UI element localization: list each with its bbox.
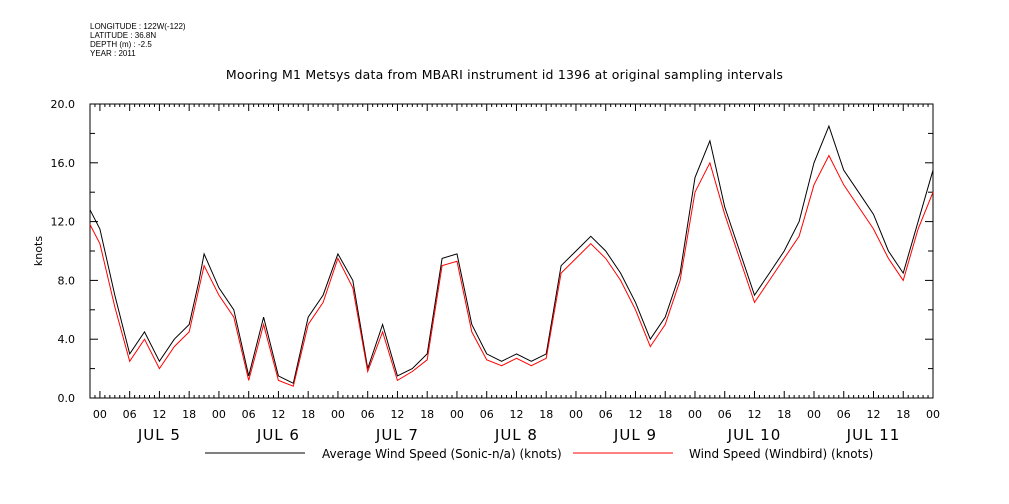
x-tick-label: 00 (807, 408, 821, 421)
x-tick-label: 00 (569, 408, 583, 421)
series-group (89, 124, 934, 387)
y-tick-label: 4.0 (58, 333, 76, 346)
series-line-average-wind (89, 124, 934, 385)
x-tick-label: 06 (599, 408, 613, 421)
x-tick-label: 18 (777, 408, 791, 421)
x-tick-label: 00 (331, 408, 345, 421)
depth-label: DEPTH (m) : -2.5 (90, 40, 152, 49)
x-day-label: JUL 9 (613, 426, 657, 444)
x-tick-label: 00 (926, 408, 940, 421)
x-tick-label: 12 (390, 408, 404, 421)
x-axis-tick-labels: 00 06 12 18 00 06 12 18 00 06 12 18 00 06 12 18 00 06 12 18… (93, 408, 940, 421)
x-tick-label: 00 (93, 408, 107, 421)
x-tick-label: 18 (539, 408, 553, 421)
plot-frame (89, 103, 934, 399)
x-tick-label: 18 (301, 408, 315, 421)
x-tick-label: 06 (480, 408, 494, 421)
x-tick-label: 18 (658, 408, 672, 421)
x-tick-label: 18 (420, 408, 434, 421)
metadata-block: LONGITUDE : 122W(-122) LATITUDE : 36.8N … (90, 22, 186, 58)
x-tick-label: 12 (509, 408, 523, 421)
y-axis-tick-labels: 0.0 4.0 8.0 12.0 16.0 20.0 (51, 98, 76, 405)
x-tick-label: 00 (688, 408, 702, 421)
x-tick-label: 12 (271, 408, 285, 421)
y-tick-label: 16.0 (51, 157, 76, 170)
x-day-label: JUL 5 (137, 426, 181, 444)
y-tick-label: 0.0 (58, 392, 76, 405)
year-label: YEAR : 2011 (90, 49, 136, 58)
x-tick-label: 12 (866, 408, 880, 421)
x-tick-label: 18 (182, 408, 196, 421)
x-day-label: JUL 11 (846, 426, 901, 444)
y-tick-label: 12.0 (51, 216, 76, 229)
longitude-label: LONGITUDE : 122W(-122) (90, 22, 186, 31)
x-tick-label: 12 (152, 408, 166, 421)
x-day-label: JUL 6 (256, 426, 300, 444)
series-line-windbird (89, 154, 934, 387)
legend-label-windbird: Wind Speed (Windbird) (knots) (689, 447, 873, 461)
y-tick-label: 8.0 (58, 274, 76, 287)
x-day-label: JUL 8 (494, 426, 538, 444)
x-day-label: JUL 7 (375, 426, 419, 444)
x-tick-label: 12 (628, 408, 642, 421)
x-tick-label: 12 (747, 408, 761, 421)
y-axis-label: knots (32, 236, 45, 266)
x-tick-label: 18 (896, 408, 910, 421)
x-tick-label: 06 (361, 408, 375, 421)
chart-title: Mooring M1 Metsys data from MBARI instru… (225, 67, 784, 82)
axes-ticks (89, 103, 934, 399)
x-tick-label: 06 (718, 408, 732, 421)
y-tick-label: 20.0 (51, 98, 76, 111)
x-day-label: JUL 10 (727, 426, 782, 444)
x-tick-label: 06 (837, 408, 851, 421)
x-tick-label: 00 (212, 408, 226, 421)
legend-label-average: Average Wind Speed (Sonic-n/a) (knots) (322, 447, 562, 461)
x-axis-day-labels: JUL 5 JUL 6 JUL 7 JUL 8 JUL 9 JUL 10 JUL 11 (137, 426, 901, 444)
x-tick-label: 06 (242, 408, 256, 421)
latitude-label: LATITUDE : 36.8N (90, 31, 157, 40)
legend: Average Wind Speed (Sonic-n/a) (knots) W… (205, 447, 873, 461)
x-tick-label: 00 (450, 408, 464, 421)
x-tick-label: 06 (123, 408, 137, 421)
